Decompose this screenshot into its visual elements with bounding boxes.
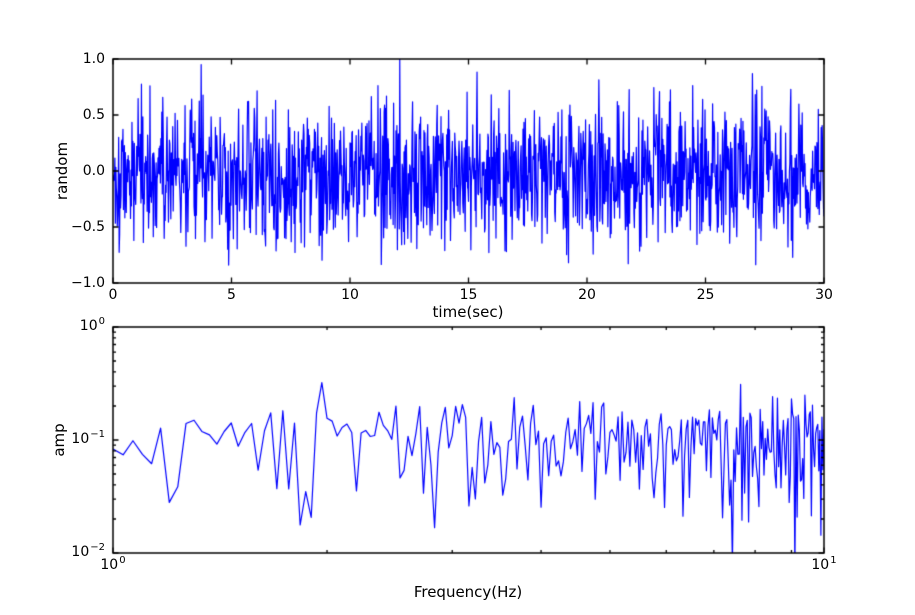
- time-series-xlabel: time(sec): [432, 303, 504, 321]
- spectrum-xlabel: Frequency(Hz): [413, 583, 523, 601]
- tick-base: 10: [100, 557, 119, 573]
- y-tick-label: −1.0: [71, 275, 105, 291]
- tick-base: 10: [79, 318, 98, 334]
- y-tick-label: 1.0: [82, 51, 105, 67]
- x-tick-label: 5: [227, 287, 236, 303]
- y-tick-label: 0.5: [82, 107, 105, 123]
- x-tick-label: 30: [815, 287, 833, 303]
- x-tick-label: 10: [341, 287, 359, 303]
- y-tick-label: 10−1: [71, 429, 105, 449]
- tick-base: 10: [811, 557, 830, 573]
- y-tick-label: 100: [79, 316, 105, 336]
- y-tick-label: 10−2: [71, 542, 105, 562]
- time-series-plot-canvas: [109, 55, 828, 287]
- time-series-ylabel: random: [53, 141, 71, 201]
- y-tick-label: −0.5: [71, 219, 105, 235]
- tick-exponent: 0: [98, 316, 105, 327]
- tick-exponent: 0: [119, 555, 126, 566]
- tick-exponent: −1: [90, 429, 105, 440]
- tick-base: 10: [71, 431, 90, 447]
- tick-exponent: 1: [830, 555, 837, 566]
- x-tick-label: 100: [100, 555, 126, 575]
- x-tick-label: 20: [578, 287, 596, 303]
- x-tick-label: 25: [696, 287, 715, 303]
- tick-exponent: −2: [90, 542, 105, 553]
- x-tick-label: 0: [108, 287, 118, 303]
- tick-base: 10: [71, 544, 90, 560]
- spectrum-plot-canvas: [109, 323, 828, 557]
- x-tick-label: 15: [459, 287, 478, 303]
- y-tick-label: 0.0: [82, 163, 105, 179]
- x-tick-label: 101: [811, 555, 837, 575]
- spectrum-ylabel: amp: [50, 423, 68, 457]
